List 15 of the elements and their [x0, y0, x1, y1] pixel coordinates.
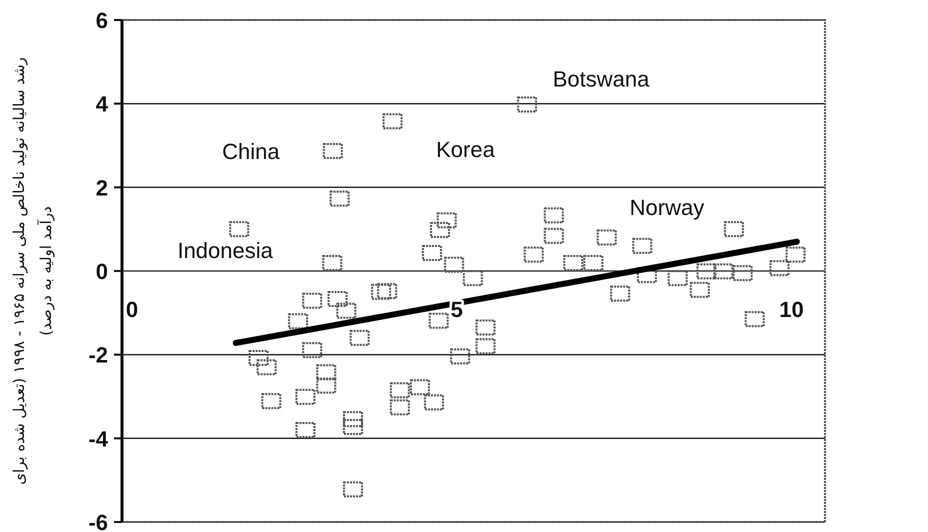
y-tick-label: 0 — [96, 259, 108, 284]
annotation: China — [222, 138, 280, 164]
y-tick-label: -4 — [88, 426, 109, 452]
x-tick-label: 0 — [126, 297, 138, 322]
x-tick-label: 10 — [779, 297, 804, 322]
y-tick-label: -6 — [88, 510, 108, 532]
ylabel: رشد سالیانه تولید ناخالص ملی سرانه ۱۹۶۵ - ۱۹۹۸ (تعدیل شده برای درآمد اولیه به درصد) — [10, 57, 56, 485]
y-tick-label: 4 — [96, 92, 109, 117]
y-tick-label: -2 — [88, 342, 108, 368]
annotation: Korea — [436, 137, 496, 162]
annotation: Norway — [630, 195, 704, 220]
annotation: Indonesia — [177, 238, 274, 264]
y-tick-label: 6 — [96, 8, 108, 33]
y-tick-label: 2 — [96, 175, 108, 200]
annotation: Botswana — [552, 66, 650, 92]
